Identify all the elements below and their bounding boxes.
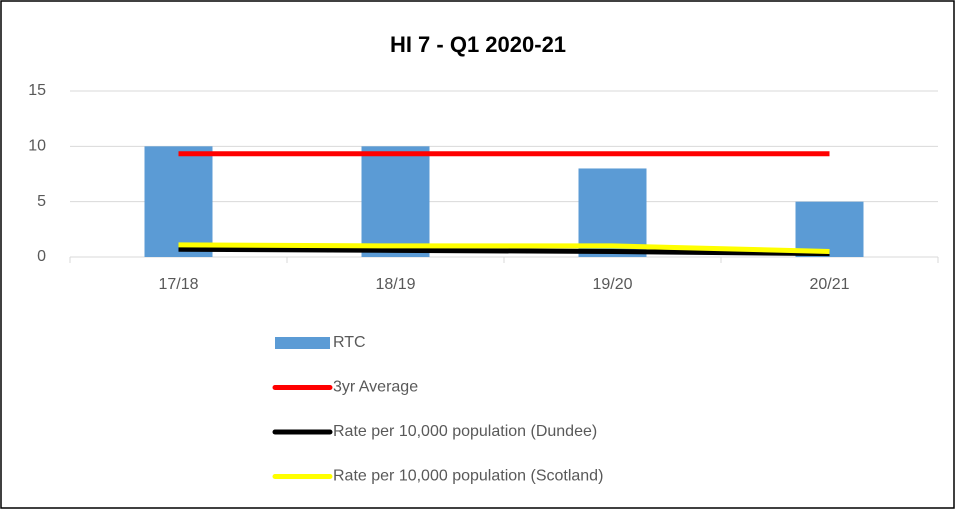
bar <box>144 146 213 257</box>
legend-label: RTC <box>333 334 366 351</box>
y-tick-label: 0 <box>37 248 46 265</box>
line <box>178 246 830 257</box>
x-tick-label: 20/21 <box>809 276 849 293</box>
y-tick-label: 15 <box>28 82 46 99</box>
legend-label: Rate per 10,000 population (Scotland) <box>333 468 603 485</box>
bar <box>795 201 864 257</box>
y-tick-label: 10 <box>28 138 46 155</box>
bar <box>578 168 647 257</box>
x-tick-label: 19/20 <box>592 276 632 293</box>
legend-swatch <box>275 337 330 349</box>
legend-label: 3yr Average <box>333 379 418 396</box>
bar <box>361 146 430 257</box>
y-tick-label: 5 <box>37 193 46 210</box>
x-tick-label: 17/18 <box>158 276 198 293</box>
legend-label: Rate per 10,000 population (Dundee) <box>333 423 597 440</box>
chart-title: HI 7 - Q1 2020-21 <box>390 32 566 57</box>
line <box>178 242 830 254</box>
x-tick-label: 18/19 <box>375 276 415 293</box>
